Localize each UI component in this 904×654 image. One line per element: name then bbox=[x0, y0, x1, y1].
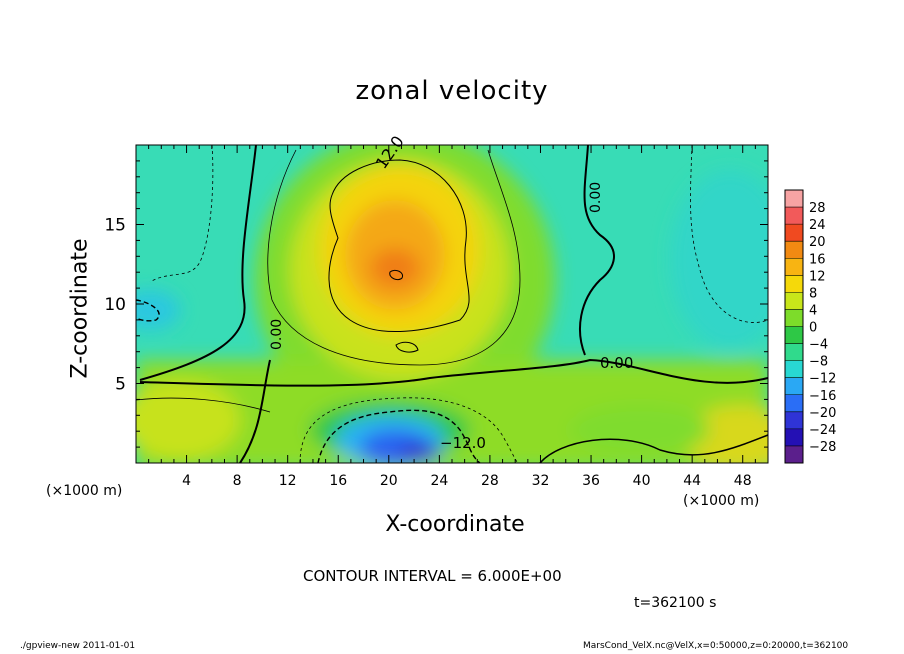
colorbar-swatch bbox=[785, 326, 803, 345]
colorbar-swatch bbox=[785, 275, 803, 293]
colorbar-swatch bbox=[785, 224, 803, 242]
colorbar-label: −4 bbox=[809, 338, 828, 353]
colorbar-label: 8 bbox=[809, 286, 817, 301]
x-tick-label: 48 bbox=[734, 473, 752, 489]
colorbar-label: −28 bbox=[809, 440, 836, 455]
colorbar-swatch bbox=[785, 360, 803, 379]
y-tick-label: 10 bbox=[104, 295, 126, 315]
contour-label: 0.00 bbox=[600, 354, 633, 372]
colorbar-swatch bbox=[785, 343, 803, 362]
colorbar-swatch bbox=[785, 241, 803, 259]
colorbar-label: −16 bbox=[809, 389, 836, 404]
colorbar-swatch bbox=[785, 190, 803, 208]
colorbar-label: 0 bbox=[809, 321, 817, 336]
colorbar: 28 24 20 16 12 8 4 0 −4 −8 −12 −16 −20 −24 −28 bbox=[784, 189, 836, 464]
heatmap-field bbox=[136, 145, 768, 463]
colorbar-swatch bbox=[785, 292, 803, 310]
x-tick-label: 8 bbox=[233, 473, 242, 489]
x-axis: 4 8 12 16 20 24 28 32 36 40 44 48 bbox=[148, 145, 756, 489]
y-axis-label: Z-coordinate bbox=[67, 238, 93, 379]
contour-label: 0.00 bbox=[269, 319, 285, 350]
colorbar-label: −12 bbox=[809, 372, 836, 387]
colorbar-swatch bbox=[785, 207, 803, 225]
colorbar-label: 20 bbox=[809, 235, 826, 250]
x-tick-label: 36 bbox=[582, 473, 600, 489]
time-label: t=362100 s bbox=[634, 595, 717, 611]
colorbar-swatch bbox=[785, 411, 803, 430]
x-tick-label: 16 bbox=[329, 473, 347, 489]
x-tick-label: 28 bbox=[481, 473, 499, 489]
x-tick-label: 12 bbox=[279, 473, 297, 489]
x-tick-label: 24 bbox=[430, 473, 448, 489]
x-tick-label: 4 bbox=[182, 473, 191, 489]
x-tick-label: 32 bbox=[532, 473, 550, 489]
colorbar-label: 4 bbox=[809, 303, 817, 318]
colorbar-label: 24 bbox=[809, 218, 826, 233]
contour-label: −12.0 bbox=[440, 434, 486, 452]
x-unit-right: (×1000 m) bbox=[683, 493, 760, 509]
x-tick-label: 44 bbox=[683, 473, 701, 489]
footer-left: ./gpview-new 2011-01-01 bbox=[20, 641, 136, 651]
colorbar-label: 16 bbox=[809, 252, 826, 267]
colorbar-label: 28 bbox=[809, 201, 826, 216]
x-tick-label: 40 bbox=[633, 473, 651, 489]
colorbar-swatch bbox=[785, 309, 803, 327]
colorbar-label: −24 bbox=[809, 423, 836, 438]
y-axis: 5 10 15 bbox=[104, 160, 768, 448]
colorbar-swatch bbox=[785, 394, 803, 413]
x-tick-label: 20 bbox=[380, 473, 398, 489]
colorbar-label: 12 bbox=[809, 269, 826, 284]
x-axis-label: X-coordinate bbox=[385, 512, 525, 537]
contour-interval-note: CONTOUR INTERVAL = 6.000E+00 bbox=[303, 567, 562, 585]
colorbar-swatch bbox=[785, 377, 803, 396]
colorbar-swatch bbox=[785, 258, 803, 276]
colorbar-swatch bbox=[785, 445, 803, 464]
x-unit-left: (×1000 m) bbox=[46, 483, 123, 499]
y-tick-label: 5 bbox=[115, 375, 126, 395]
colorbar-swatch bbox=[785, 428, 803, 447]
footer-right: MarsCond_VelX.nc@VelX,x=0:50000,z=0:2000… bbox=[583, 641, 849, 651]
chart-title: zonal velocity bbox=[355, 76, 549, 106]
y-tick-label: 15 bbox=[104, 216, 126, 236]
colorbar-label: −20 bbox=[809, 406, 836, 421]
colorbar-label: −8 bbox=[809, 355, 828, 370]
contour-label: 0.00 bbox=[588, 182, 604, 213]
